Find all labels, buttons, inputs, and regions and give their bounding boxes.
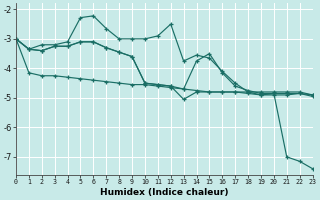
X-axis label: Humidex (Indice chaleur): Humidex (Indice chaleur) [100, 188, 228, 197]
